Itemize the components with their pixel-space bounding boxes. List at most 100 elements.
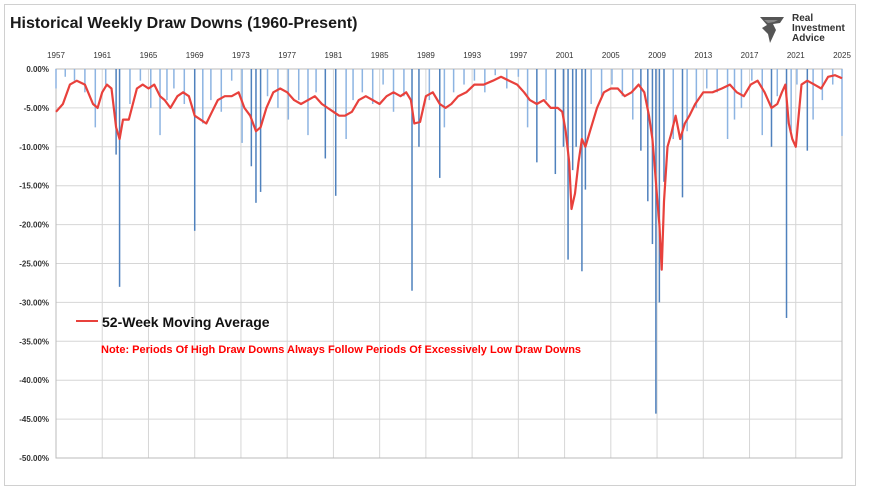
drawdown-bar — [740, 69, 743, 108]
x-tick-label: 1997 — [509, 51, 527, 60]
x-tick-label: 1965 — [140, 51, 158, 60]
drawdown-bar — [672, 69, 674, 140]
y-tick-label: -50.00% — [19, 454, 49, 463]
drawdown-bar — [686, 69, 688, 132]
drawdown-bar — [536, 69, 538, 163]
drawdown-bar — [241, 69, 243, 143]
grid-lines — [55, 68, 843, 459]
drawdown-bar — [443, 69, 446, 128]
drawdown-bar — [473, 69, 476, 81]
brand-name-line2: Investment — [792, 23, 845, 34]
drawdown-bar — [663, 69, 665, 182]
drawdown-bar — [193, 69, 196, 231]
drawdown-bar — [129, 69, 131, 105]
drawdown-bar — [371, 69, 374, 105]
y-tick-label: -10.00% — [19, 143, 49, 152]
drawdown-bar — [361, 69, 364, 93]
axis-labels: 0.00% -5.00% -10.00% -15.00% -20.00% -25.00% -… — [19, 51, 851, 463]
drawdown-bar — [463, 69, 465, 85]
drawdown-bar — [166, 69, 168, 101]
x-tick-label: 1993 — [463, 51, 481, 60]
x-tick-label: 2009 — [648, 51, 666, 60]
x-tick-label: 1961 — [93, 51, 111, 60]
drawdown-bar — [230, 69, 233, 81]
drawdown-bar — [403, 69, 405, 97]
brand-name: Real Investment Advice — [792, 14, 845, 44]
drawdown-bar — [562, 69, 565, 147]
drawdown-bar — [266, 69, 269, 97]
drawdown-bar — [733, 69, 736, 120]
drawdown-bar — [806, 69, 809, 151]
x-tick-label: 1969 — [186, 51, 204, 60]
y-tick-label: -25.00% — [19, 260, 49, 269]
drawdown-bar — [55, 69, 57, 89]
drawdown-bar — [600, 69, 603, 97]
drawdown-bar — [334, 69, 337, 196]
drawdown-bar — [139, 69, 142, 81]
drawdown-bar — [277, 69, 279, 108]
drawdown-bar — [255, 69, 257, 203]
annotation-note: Note: Periods Of High Draw Downs Always … — [101, 344, 582, 356]
drawdown-bar — [220, 69, 223, 112]
y-tick-label: -15.00% — [19, 182, 49, 191]
drawdown-bar — [841, 69, 843, 136]
drawdown-bar — [632, 69, 634, 120]
moving-average-line-group — [55, 74, 843, 271]
moving-average-line — [55, 74, 843, 271]
drawdown-bar — [324, 69, 327, 159]
drawdown-bar — [104, 69, 107, 85]
drawdown-bar — [726, 69, 729, 140]
drawdown-bar — [392, 69, 395, 112]
drawdown-bar — [655, 69, 657, 414]
y-tick-label: -20.00% — [19, 221, 49, 230]
drawdown-bar — [159, 69, 161, 136]
brand-name-line1: Real — [792, 13, 814, 24]
y-tick-label: -30.00% — [19, 298, 49, 307]
x-tick-label: 1957 — [47, 51, 65, 60]
x-tick-label: 1989 — [417, 51, 435, 60]
x-tick-label: 1985 — [371, 51, 389, 60]
drawdown-bar — [183, 69, 186, 105]
drawdown-bar — [73, 69, 76, 81]
drawdown-bar — [418, 69, 420, 147]
drawdown-bar — [640, 69, 642, 151]
legend-swatch-moving-average — [76, 319, 98, 322]
drawdown-bar — [621, 69, 624, 97]
x-tick-label: 1977 — [278, 51, 296, 60]
drawdown-bar — [210, 69, 212, 101]
drawdown-bar — [382, 69, 384, 85]
drawdown-bar — [150, 69, 152, 108]
drawdown-bar — [259, 69, 262, 192]
drawdown-bar — [751, 69, 753, 81]
drawdown-bar — [315, 69, 317, 93]
drawdown-bar — [439, 69, 441, 178]
y-tick-label: -35.00% — [19, 337, 49, 346]
drawdown-bar — [352, 69, 354, 101]
x-tick-label: 1981 — [325, 51, 343, 60]
weekly-drawdown-bars — [55, 69, 843, 414]
drawdown-bar — [517, 69, 520, 77]
y-tick-label: -40.00% — [19, 376, 49, 385]
drawdown-bar — [611, 69, 613, 85]
drawdown-bar — [545, 69, 547, 101]
brand-name-line3: Advice — [792, 33, 825, 44]
x-tick-label: 2025 — [833, 51, 851, 60]
drawdown-bar — [484, 69, 486, 93]
x-tick-label: 2001 — [556, 51, 574, 60]
y-tick-label: 0.00% — [26, 65, 49, 74]
y-tick-label: -5.00% — [24, 104, 49, 113]
x-tick-label: 2013 — [694, 51, 712, 60]
x-tick-label: 2021 — [787, 51, 805, 60]
legend: 52-Week Moving Average — [76, 314, 270, 332]
drawdown-bar — [584, 69, 587, 190]
y-tick-label: -45.00% — [19, 415, 49, 424]
brand-logo: Real Investment Advice — [756, 14, 856, 48]
drawdown-bar — [452, 69, 455, 93]
plot-area-border — [55, 68, 843, 459]
drawdown-bar — [118, 69, 121, 287]
drawdown-bar — [307, 69, 309, 136]
drawdown-bar — [785, 69, 788, 318]
drawdown-bar — [716, 69, 718, 93]
drawdown-bar — [571, 69, 574, 171]
